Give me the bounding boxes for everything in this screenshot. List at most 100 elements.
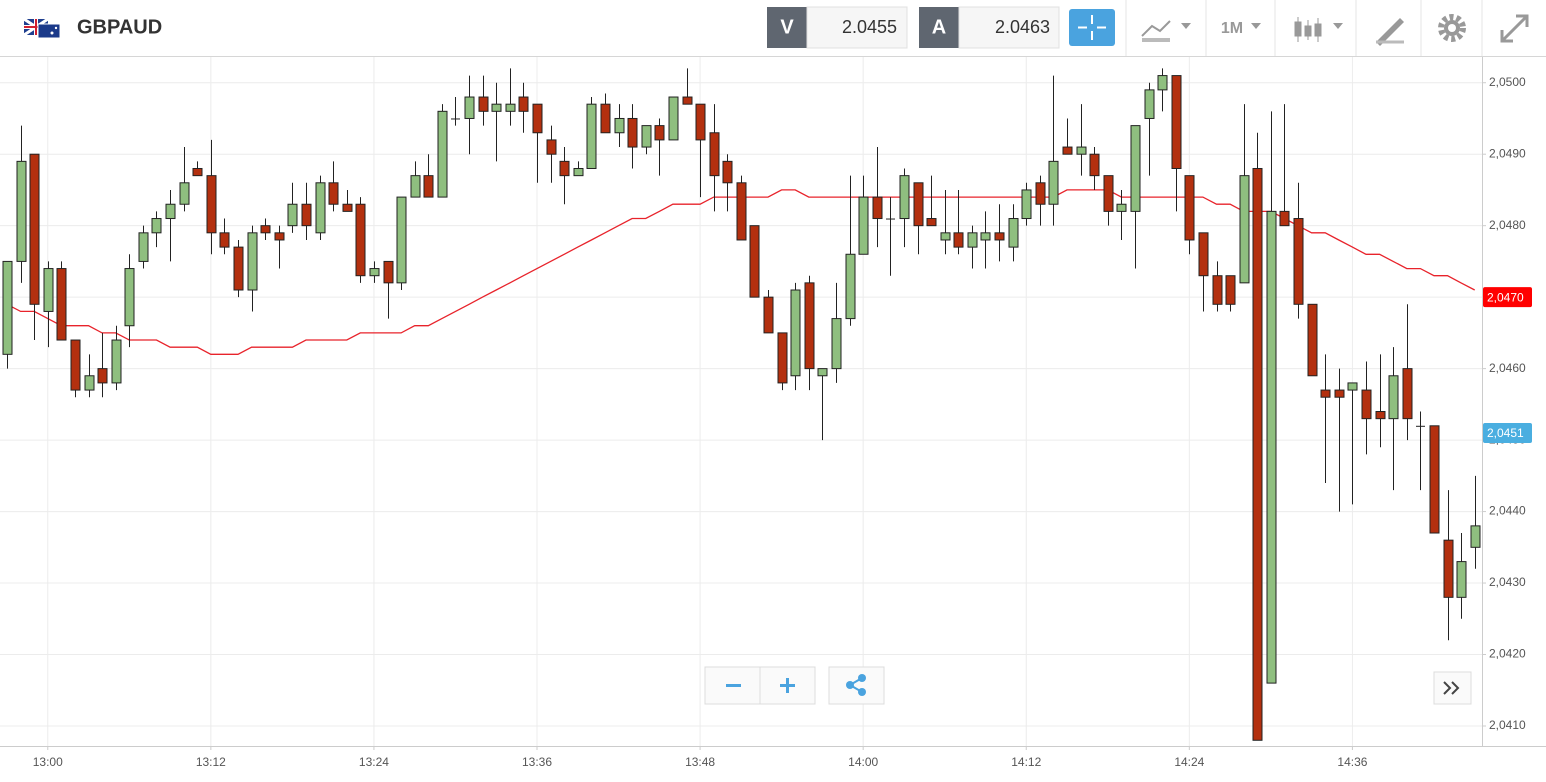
x-tick-label: 13:24 <box>359 755 389 769</box>
fullscreen-button[interactable] <box>1500 14 1529 43</box>
candle-body <box>1130 125 1141 212</box>
candle-body <box>926 218 937 227</box>
draw-button[interactable] <box>1376 18 1404 46</box>
y-tick-label: 2,0490 <box>1489 146 1526 160</box>
plot-area: 2,04102,04202,04302,04402,04502,04602,04… <box>0 57 1532 769</box>
candle-body <box>16 160 27 262</box>
candle-body <box>872 196 883 220</box>
candle-body <box>355 203 366 277</box>
candle-body <box>1076 146 1087 155</box>
candle-body <box>1144 89 1155 119</box>
candle-body <box>151 218 162 234</box>
timeframe: 1M <box>1221 20 1243 37</box>
candle-body <box>206 175 217 234</box>
candle-body <box>478 96 489 112</box>
candle-body <box>1116 203 1127 212</box>
sell-button[interactable]: V 2.0455 <box>767 6 908 49</box>
candle-body <box>1089 153 1100 177</box>
candle-body <box>165 203 176 220</box>
x-tick-label: 13:36 <box>522 755 552 769</box>
candle-body <box>396 196 407 284</box>
y-tick-label: 2,0420 <box>1489 647 1526 661</box>
candle-body <box>994 232 1005 241</box>
price-tag <box>1483 287 1532 308</box>
sell-label: V <box>780 16 794 38</box>
zoom-in-button[interactable] <box>759 666 816 705</box>
candle-body <box>831 318 842 370</box>
candle-body <box>1008 218 1019 248</box>
share-button[interactable] <box>828 666 885 705</box>
candle-body <box>1347 382 1358 391</box>
candle-body <box>1184 175 1195 241</box>
candle-body <box>695 103 706 141</box>
candle-body <box>233 246 244 291</box>
buy-price: 2.0463 <box>995 17 1050 37</box>
candle-body <box>70 339 81 391</box>
candle-body <box>2 260 13 355</box>
candle-body <box>260 225 271 234</box>
candle-body <box>369 268 380 277</box>
candle-body <box>722 160 733 184</box>
x-tick-label: 13:00 <box>33 755 63 769</box>
candle-body <box>328 182 339 205</box>
candle-body <box>641 125 652 148</box>
candle-body <box>1279 210 1290 227</box>
candle-body <box>1225 275 1236 305</box>
candle-body <box>437 110 448 198</box>
candle-body <box>1035 182 1046 205</box>
candle-body <box>586 103 597 169</box>
candle-body <box>886 218 895 220</box>
candle-body <box>410 175 421 198</box>
candle-body <box>668 96 679 141</box>
x-tick-label: 14:00 <box>848 755 878 769</box>
candle-body <box>709 132 720 177</box>
candle-body <box>124 268 135 327</box>
scroll-right-button[interactable] <box>1433 671 1472 705</box>
candle-body <box>274 232 285 241</box>
candle-body <box>899 175 910 220</box>
sell-price: 2.0455 <box>842 17 897 37</box>
candle-body <box>1171 75 1182 169</box>
candle-body <box>56 268 67 341</box>
candle-body <box>192 167 203 177</box>
chart-type-button[interactable] <box>1141 20 1191 42</box>
candle-body <box>614 117 625 134</box>
candle-body <box>627 117 638 148</box>
candle-body <box>749 225 760 298</box>
candle-body <box>1470 525 1481 548</box>
settings-button[interactable] <box>1438 14 1466 42</box>
candle-body <box>1157 75 1168 91</box>
candle-body <box>1388 375 1399 420</box>
candle-type-button[interactable] <box>1294 17 1343 42</box>
y-tick-label: 2,0480 <box>1489 218 1526 232</box>
candle-body <box>287 203 298 227</box>
candle-body <box>247 232 258 291</box>
zoom-out-button[interactable] <box>704 666 761 705</box>
candle-body <box>980 232 991 241</box>
buy-button[interactable]: A 2.0463 <box>919 6 1060 49</box>
timeframe-button[interactable]: 1M <box>1221 20 1261 37</box>
candle-body <box>1062 146 1073 155</box>
candle-body <box>179 182 190 205</box>
crosshair-button[interactable] <box>1069 9 1115 46</box>
candle-body <box>1212 275 1223 305</box>
candle-body <box>505 103 516 112</box>
candle-body <box>1443 539 1454 598</box>
candle-body <box>967 232 978 248</box>
candle-body <box>763 296 774 334</box>
price-tag-label: 2,0470 <box>1487 290 1524 304</box>
y-tick-label: 2,0460 <box>1489 361 1526 375</box>
x-tick-label: 13:12 <box>196 755 226 769</box>
candle-body <box>1103 175 1114 212</box>
candle-body <box>84 375 95 391</box>
candle-body <box>1375 411 1386 420</box>
candle-body <box>790 289 801 377</box>
candle-body <box>1307 303 1318 377</box>
candle-body <box>301 203 312 227</box>
x-tick-label: 14:12 <box>1011 755 1041 769</box>
candle-body <box>1456 561 1467 598</box>
candle-body <box>342 203 353 212</box>
candle-body <box>804 282 815 370</box>
candle-body <box>1239 175 1250 284</box>
